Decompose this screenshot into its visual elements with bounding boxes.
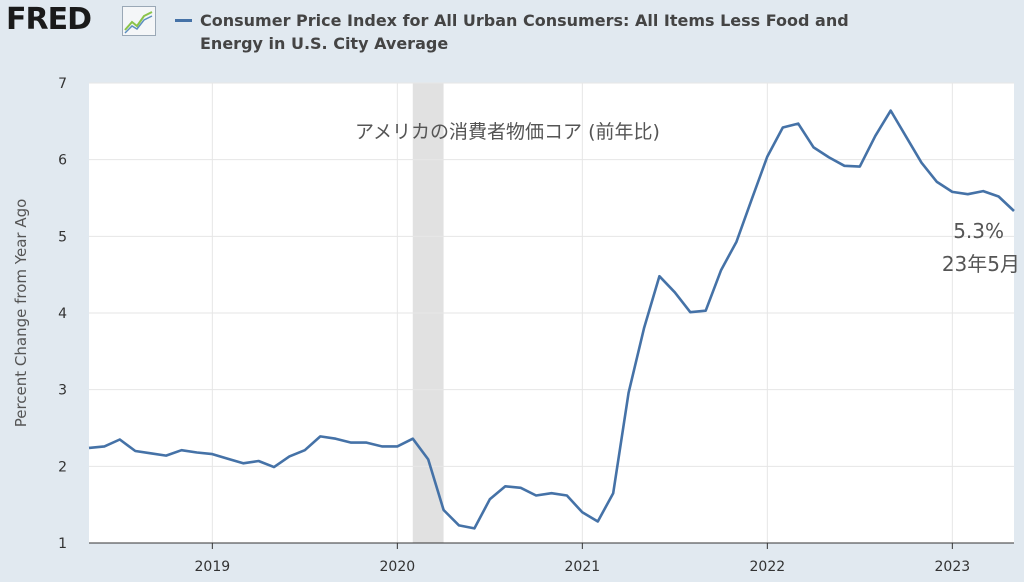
chart-annotation-title: アメリカの消費者物価コア (前年比) <box>355 121 660 143</box>
chart-header: FRED Consumer Price Index for All Urban … <box>0 0 1024 70</box>
x-tick-label: 2022 <box>750 559 786 575</box>
last-date-annotation: 23年5月 <box>942 252 1020 276</box>
last-value-annotation: 5.3% <box>953 219 1004 243</box>
legend-series-swatch <box>175 19 192 22</box>
y-tick-label: 2 <box>58 459 67 475</box>
fred-logo[interactable]: FRED <box>6 2 92 37</box>
legend-title-line1: Consumer Price Index for All Urban Consu… <box>200 11 849 30</box>
x-tick-label: 2021 <box>565 559 601 575</box>
series-layer <box>88 109 1015 530</box>
series-line[interactable] <box>88 109 1015 530</box>
y-tick-label: 7 <box>58 76 67 92</box>
y-axis-label: Percent Change from Year Ago <box>12 199 30 428</box>
y-tick-label: 6 <box>58 153 67 169</box>
x-tick-label: 2020 <box>380 559 416 575</box>
legend-series-title[interactable]: Consumer Price Index for All Urban Consu… <box>200 9 900 55</box>
y-tick-label: 5 <box>58 229 67 245</box>
y-tick-label: 1 <box>58 536 67 552</box>
y-tick-label: 4 <box>58 306 67 322</box>
x-tick-label: 2023 <box>935 559 971 575</box>
x-axis-ticks: 2019 2020 2021 2022 2023 <box>195 543 971 575</box>
fred-graph-icon <box>122 6 156 36</box>
gridlines <box>89 82 1014 543</box>
y-axis-ticks: 1 2 3 4 5 6 7 <box>58 76 67 552</box>
y-tick-label: 3 <box>58 383 67 399</box>
x-tick-label: 2019 <box>195 559 231 575</box>
legend-title-line2: Energy in U.S. City Average <box>200 34 449 53</box>
